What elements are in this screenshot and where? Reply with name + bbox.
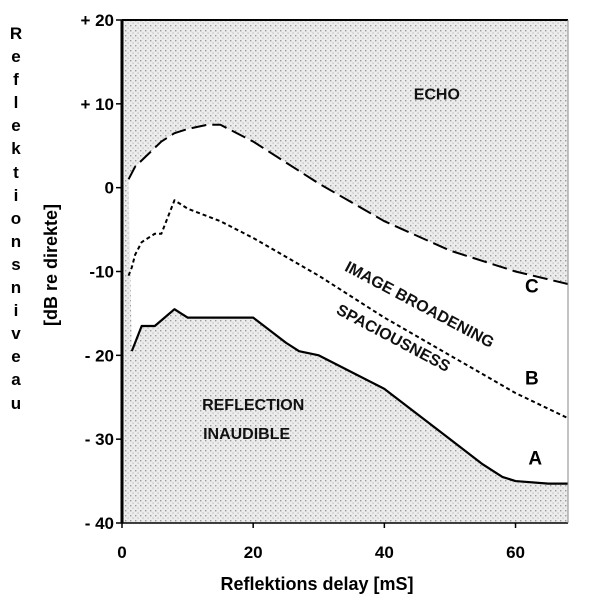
y-axis-title-letter: n (10, 231, 22, 251)
y-tick-label: - 20 (85, 346, 114, 365)
white-band-region (128, 124, 568, 484)
y-axis-title-letter: l (13, 93, 19, 113)
y-tick-label: -10 (89, 263, 114, 282)
y-axis-title-letter: n (10, 278, 22, 298)
y-axis-title-letter: R (9, 24, 23, 43)
x-axis-title: Reflektions delay [mS] (220, 574, 413, 594)
curve-label: C (525, 276, 539, 297)
region-label: REFLECTION (202, 397, 304, 414)
y-axis-title-letter: s (11, 254, 21, 274)
y-axis-title-letter: v (11, 324, 21, 344)
y-axis-title-letter: i (13, 185, 19, 205)
y-axis-title-letter: u (10, 393, 22, 413)
region-label: INAUDIBLE (203, 426, 290, 443)
x-tick-label: 20 (244, 543, 263, 562)
curve-label: B (525, 369, 539, 390)
region-label: ECHO (414, 87, 460, 104)
axes: + 20+ 100-10- 20- 30- 400 20 40 60 (80, 11, 525, 562)
y-axis-title-inner: [dB re direkte] (41, 204, 61, 326)
y-axis-title-letter: k (11, 139, 21, 159)
y-tick-label: 0 (105, 179, 114, 198)
series-line-A (130, 308, 568, 485)
y-tick-label: - 40 (85, 514, 114, 533)
plot-marks (127, 123, 568, 485)
y-tick-label: + 10 (80, 95, 114, 114)
curve-label: A (528, 448, 542, 469)
x-tick-label: 0 (117, 543, 126, 562)
y-tick-label: - 30 (85, 430, 114, 449)
x-tick-label: 40 (375, 543, 394, 562)
y-axis-title-letter: e (11, 347, 21, 367)
y-axis-title-letter: a (11, 370, 21, 390)
y-axis-title-letter: o (10, 208, 22, 228)
y-tick-label: + 20 (80, 11, 114, 30)
y-axis-title-letter: e (11, 116, 21, 136)
x-tick-label: 60 (506, 543, 525, 562)
y-axis-title-letter: t (13, 162, 19, 182)
y-axis-title-letter: e (11, 47, 21, 67)
y-axis-title-letter: f (13, 70, 19, 90)
series-line-C (127, 123, 568, 286)
y-axis-title-letter: i (13, 301, 19, 321)
